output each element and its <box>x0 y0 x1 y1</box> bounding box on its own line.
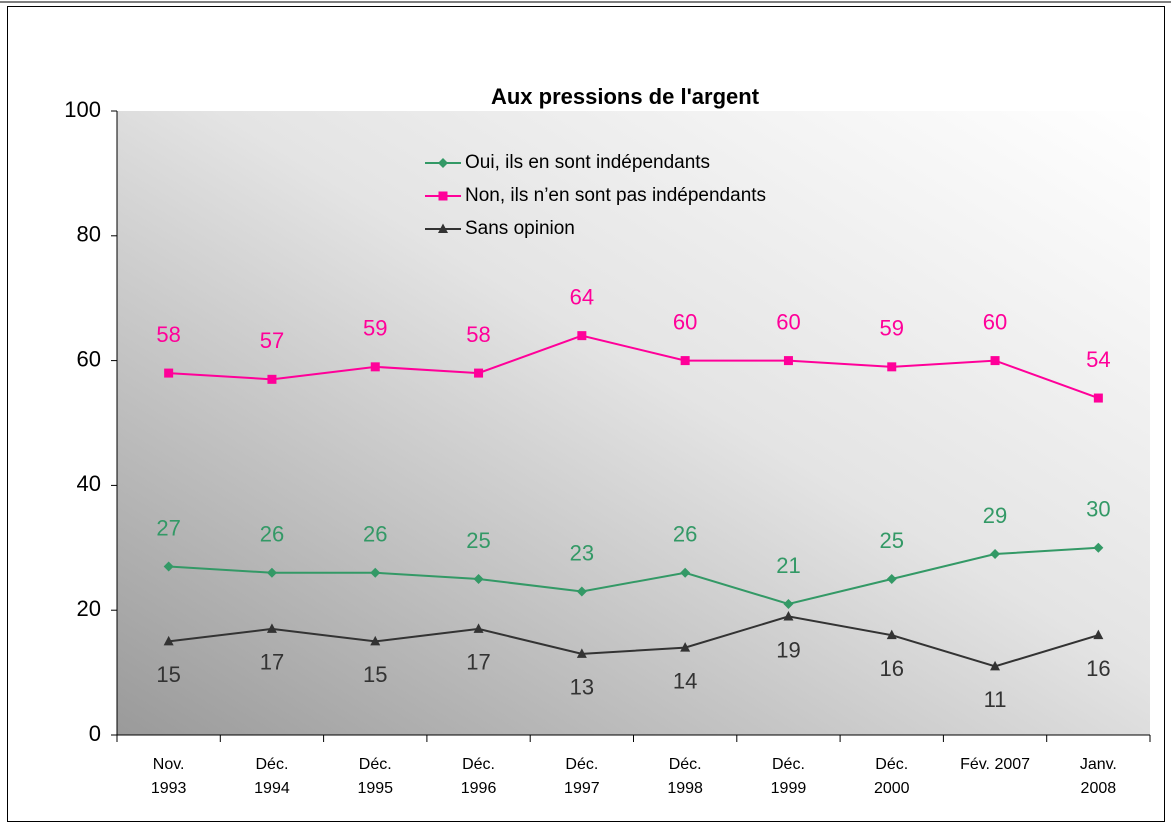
y-tick-label: 60 <box>77 346 101 371</box>
marker <box>438 191 448 201</box>
marker <box>163 561 174 572</box>
x-tick-label: 1998 <box>667 780 703 797</box>
x-tick-label: Déc. <box>359 756 392 773</box>
x-tick-label: Déc. <box>772 756 805 773</box>
data-label: 64 <box>570 284 594 309</box>
data-label: 60 <box>776 309 800 334</box>
marker <box>164 368 174 378</box>
marker <box>887 362 897 372</box>
marker <box>783 598 794 609</box>
data-label: 19 <box>776 637 800 662</box>
legend-label: Sans opinion <box>465 218 575 239</box>
data-label: 11 <box>984 687 1007 712</box>
series-line <box>168 615 1099 668</box>
marker <box>163 635 174 646</box>
marker <box>783 356 793 366</box>
data-label: 25 <box>466 528 490 553</box>
data-label: 25 <box>880 528 904 553</box>
x-tick-label: 2000 <box>874 780 910 797</box>
data-label: 21 <box>776 553 800 578</box>
legend-label: Non, ils n’en sont pas indépendants <box>465 185 766 206</box>
x-tick-label: Déc. <box>565 756 598 773</box>
x-tick-label: 1999 <box>771 780 807 797</box>
marker <box>990 356 1000 366</box>
x-tick-label: Déc. <box>875 756 908 773</box>
marker <box>680 356 690 366</box>
data-label: 15 <box>156 662 180 687</box>
x-tick-label: Fév. 2007 <box>960 756 1030 773</box>
data-label: 26 <box>260 522 284 547</box>
marker <box>783 610 794 621</box>
marker <box>438 223 448 233</box>
data-label: 17 <box>260 650 284 675</box>
data-label: 60 <box>983 309 1007 334</box>
frame <box>7 6 1165 822</box>
marker <box>1093 542 1104 553</box>
marker <box>370 635 381 646</box>
data-label: 16 <box>1086 656 1110 681</box>
x-tick-label: 2008 <box>1081 780 1117 797</box>
y-tick-label: 40 <box>77 471 101 496</box>
data-label: 29 <box>983 503 1007 528</box>
x-tick-label: Déc. <box>255 756 288 773</box>
data-label: 15 <box>363 662 387 687</box>
data-label: 60 <box>673 309 697 334</box>
data-label: 54 <box>1086 347 1110 372</box>
marker <box>886 629 897 640</box>
data-label: 27 <box>156 515 180 540</box>
data-label: 26 <box>673 522 697 547</box>
marker <box>267 374 277 384</box>
marker <box>438 158 448 168</box>
marker <box>474 368 484 378</box>
x-tick-label: 1994 <box>254 780 290 797</box>
marker <box>1093 393 1103 403</box>
x-tick-label: Déc. <box>669 756 702 773</box>
marker <box>266 623 277 633</box>
chart-title: Aux pressions de l'argent <box>491 84 760 109</box>
marker <box>370 362 380 372</box>
marker <box>680 567 691 578</box>
series-line <box>168 334 1099 399</box>
data-label: 58 <box>466 322 490 347</box>
data-label: 59 <box>363 316 387 341</box>
data-label: 59 <box>880 316 904 341</box>
marker <box>473 623 484 633</box>
x-tick-label: Déc. <box>462 756 495 773</box>
legend-label: Oui, ils en sont indépendants <box>465 152 710 173</box>
data-label: 58 <box>156 322 180 347</box>
y-tick-label: 20 <box>77 596 101 621</box>
x-tick-label: Nov. <box>153 756 185 773</box>
x-tick-label: 1997 <box>564 780 600 797</box>
marker <box>576 586 587 597</box>
y-tick-label: 80 <box>77 222 101 247</box>
x-tick-label: 1996 <box>461 780 497 797</box>
data-label: 14 <box>673 668 697 693</box>
data-label: 30 <box>1086 497 1110 522</box>
marker <box>680 642 691 652</box>
data-label: 57 <box>260 328 284 353</box>
data-label: 17 <box>466 650 490 675</box>
x-tick-label: 1993 <box>151 780 187 797</box>
x-tick-label: Janv. <box>1080 756 1117 773</box>
marker <box>990 660 1001 671</box>
marker <box>990 549 1001 560</box>
marker <box>370 567 381 578</box>
marker <box>266 567 277 578</box>
x-tick-label: 1995 <box>357 780 393 797</box>
marker <box>576 648 587 658</box>
y-tick-label: 0 <box>89 721 101 746</box>
data-label: 26 <box>363 522 387 547</box>
marker <box>577 331 587 341</box>
marker <box>473 574 484 584</box>
marker <box>1093 629 1104 640</box>
series-line <box>168 546 1099 605</box>
data-label: 23 <box>570 540 594 565</box>
data-label: 13 <box>570 675 594 700</box>
y-tick-label: 100 <box>64 97 101 122</box>
marker <box>886 574 897 584</box>
data-label: 16 <box>880 656 904 681</box>
